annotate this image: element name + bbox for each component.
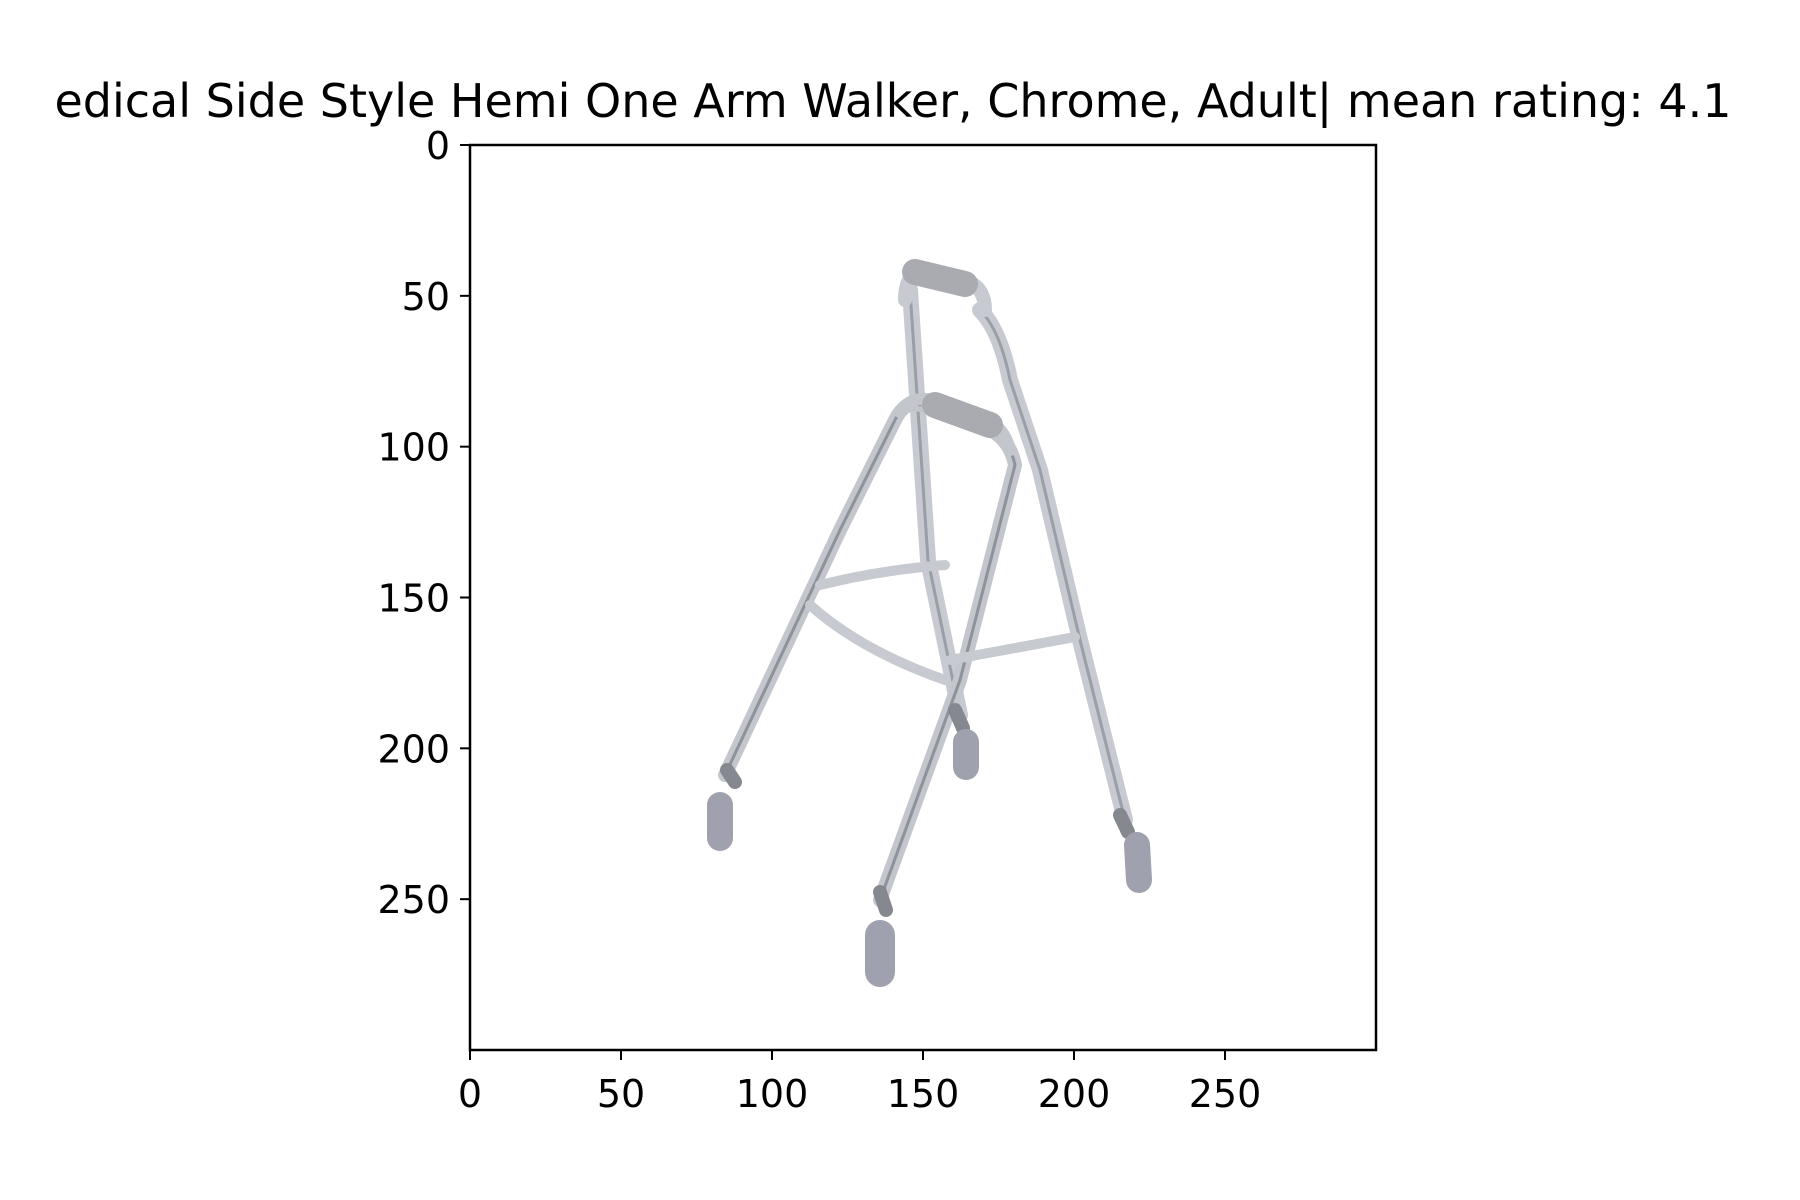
x-axis: 0 50 100 150 200 250 — [458, 1050, 1261, 1116]
y-axis: 0 50 100 150 200 250 — [377, 124, 470, 922]
y-tick-label: 100 — [377, 426, 450, 470]
x-tick-label: 0 — [458, 1072, 482, 1116]
y-tick-label: 250 — [377, 878, 450, 922]
chart-title: edical Side Style Hemi One Arm Walker, C… — [54, 74, 1731, 129]
x-tick-label: 250 — [1189, 1072, 1262, 1116]
y-tick-label: 50 — [402, 275, 450, 319]
y-tick-label: 200 — [377, 727, 450, 771]
axes-frame — [468, 143, 1378, 1052]
x-tick-label: 150 — [887, 1072, 960, 1116]
y-tick-label: 0 — [426, 124, 450, 168]
plot-area: 0 50 100 150 200 250 0 50 100 150 200 250 — [377, 124, 1378, 1116]
x-tick-label: 100 — [736, 1072, 809, 1116]
x-tick-label: 50 — [597, 1072, 645, 1116]
walker-icon — [707, 259, 1152, 987]
x-tick-label: 200 — [1038, 1072, 1111, 1116]
y-tick-label: 150 — [377, 577, 450, 621]
